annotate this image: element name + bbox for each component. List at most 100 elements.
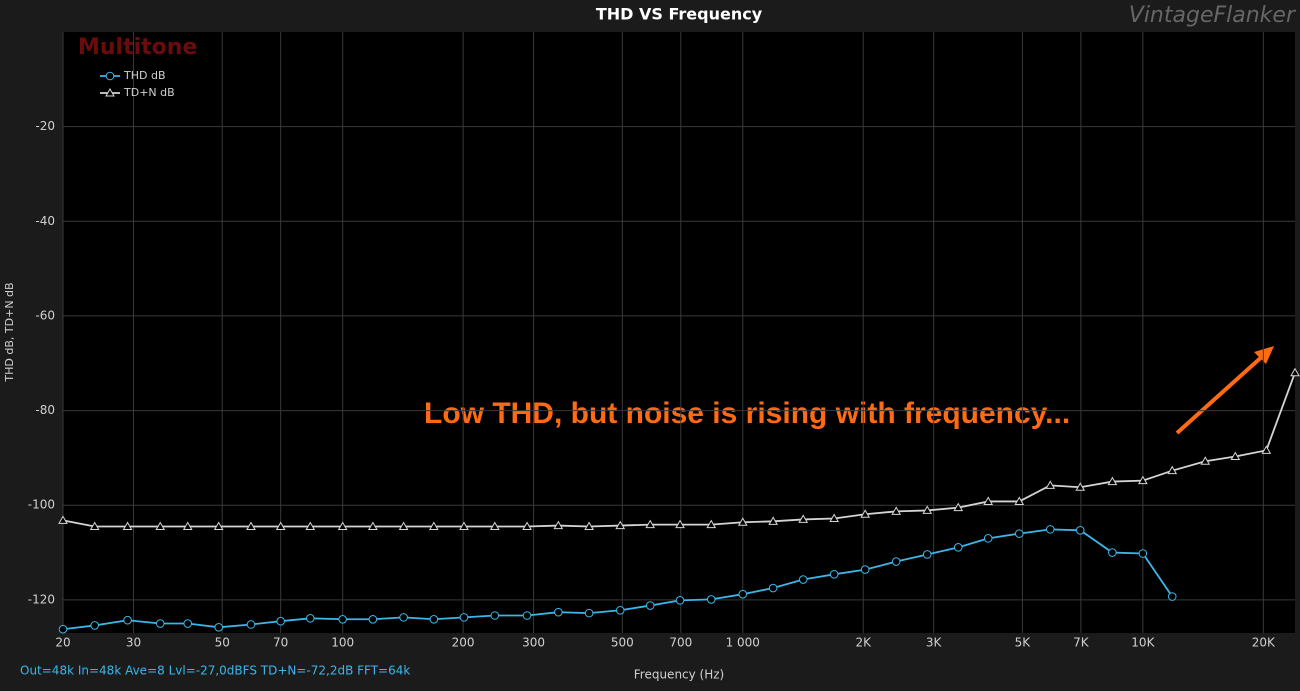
x-tick-label: 200 xyxy=(452,636,475,650)
chart-title: THD VS Frequency xyxy=(596,5,763,24)
point xyxy=(1200,456,1211,465)
x-tick-label: 20K xyxy=(1252,636,1276,650)
point xyxy=(58,515,68,524)
point xyxy=(983,496,994,505)
x-tick-label: 50 xyxy=(215,636,230,650)
subtitle: Multitone xyxy=(78,35,197,60)
y-tick-label: -20 xyxy=(35,119,55,133)
point xyxy=(246,521,256,531)
point xyxy=(522,611,532,620)
point xyxy=(1107,476,1118,486)
point xyxy=(584,521,594,531)
point xyxy=(1138,475,1148,485)
y-tick-label: -60 xyxy=(35,308,55,322)
point xyxy=(1261,445,1272,454)
x-tick-label: 30 xyxy=(126,636,141,650)
point xyxy=(428,521,439,531)
point xyxy=(489,521,500,531)
y-tick-label: -80 xyxy=(35,403,55,417)
point xyxy=(522,521,532,531)
point xyxy=(768,516,779,525)
point xyxy=(891,557,901,566)
point xyxy=(645,519,656,529)
point xyxy=(891,506,902,515)
point xyxy=(860,509,871,518)
point xyxy=(1014,496,1025,505)
point xyxy=(368,521,378,531)
point xyxy=(675,519,685,529)
point xyxy=(58,624,68,634)
point xyxy=(122,521,133,531)
point xyxy=(1014,529,1024,538)
x-tick-label: 500 xyxy=(611,636,634,650)
x-tick-label: 70 xyxy=(273,636,288,650)
point xyxy=(798,575,808,584)
x-tick-label: 20 xyxy=(55,636,70,650)
legend-label: TD+N dB xyxy=(123,86,175,99)
point xyxy=(90,621,99,630)
point xyxy=(768,583,778,593)
point xyxy=(1230,451,1241,460)
point xyxy=(459,521,469,531)
point xyxy=(155,619,165,628)
point xyxy=(553,520,564,530)
point xyxy=(459,613,469,622)
point xyxy=(338,614,347,624)
legend-label: THD dB xyxy=(123,69,166,82)
arrow xyxy=(1175,346,1274,435)
point xyxy=(953,502,964,512)
point xyxy=(1075,526,1085,535)
y-tick-label: -120 xyxy=(28,592,55,606)
point xyxy=(1075,482,1086,491)
point xyxy=(89,521,100,531)
point xyxy=(922,550,932,559)
point xyxy=(922,505,933,514)
y-axis-label: THD dB, TD+N dB xyxy=(3,282,16,382)
point xyxy=(584,608,594,618)
point xyxy=(1138,549,1148,558)
footer: Out=48k In=48k Ave=8 Lvl=-27,0dBFS TD+N=… xyxy=(20,664,410,678)
point xyxy=(429,614,439,624)
point xyxy=(123,615,132,625)
x-tick-label: 10K xyxy=(1131,636,1155,650)
point xyxy=(1290,367,1300,377)
legend-marker xyxy=(105,87,115,97)
point xyxy=(305,521,316,531)
legend-marker xyxy=(105,71,115,81)
annotation: Low THD, but noise is rising with freque… xyxy=(424,397,1070,430)
point xyxy=(183,619,193,628)
point xyxy=(798,514,809,523)
point xyxy=(337,521,348,531)
point xyxy=(1167,592,1177,601)
x-tick-label: 2K xyxy=(855,636,872,650)
point xyxy=(706,595,716,604)
watermark: VintageFlanker xyxy=(1129,3,1297,28)
point xyxy=(554,607,563,617)
point xyxy=(368,614,378,624)
point xyxy=(615,520,626,530)
point xyxy=(860,565,870,574)
point xyxy=(182,521,193,531)
plot-area xyxy=(63,32,1295,633)
point xyxy=(399,613,408,622)
point xyxy=(214,623,224,632)
x-tick-label: 1 000 xyxy=(726,636,760,650)
point xyxy=(953,543,963,552)
point xyxy=(615,605,625,615)
x-tick-label: 5K xyxy=(1015,636,1032,650)
point xyxy=(275,521,286,531)
point xyxy=(1045,525,1055,534)
point xyxy=(398,521,409,531)
point xyxy=(1167,465,1178,475)
x-tick-label: 3K xyxy=(926,636,943,650)
point xyxy=(738,589,748,599)
x-tick-label: 700 xyxy=(669,636,692,650)
point xyxy=(1108,548,1117,557)
y-tick-label: -40 xyxy=(35,214,55,228)
point xyxy=(305,614,315,623)
x-tick-label: 100 xyxy=(331,636,354,650)
point xyxy=(276,616,285,626)
arrow-head xyxy=(1254,346,1274,364)
